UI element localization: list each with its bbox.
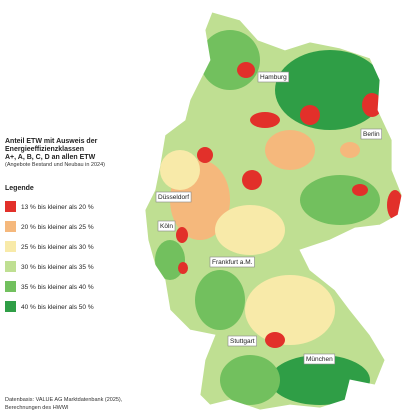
city-label: Düsseldorf [158, 194, 189, 201]
city-box [257, 71, 290, 83]
city-label: Berlin [363, 131, 380, 138]
title-line: Energieeffizienzklassen [5, 146, 84, 153]
subtitle: (Angebote Bestand und Neubau in 2024) [5, 162, 105, 168]
city-label: Frankfurt a.M. [212, 259, 253, 266]
border [144, 11, 403, 411]
city-label: Stuttgart [230, 338, 255, 345]
legend-title: Legende [5, 185, 34, 192]
city-box [303, 353, 336, 365]
title-line: A+, A, B, C, D an allen ETW [5, 154, 96, 161]
legend-label: 35 % bis kleiner als 40 % [21, 284, 94, 291]
legend-label: 20 % bis kleiner als 25 % [21, 224, 94, 231]
legend-label: 30 % bis kleiner als 35 % [21, 264, 94, 271]
legend-swatch [5, 221, 16, 232]
source: Berechnungen des HWWI [5, 405, 69, 411]
source: Datenbasis: VALUE AG Marktdatenbank (202… [5, 397, 123, 403]
city-box [227, 335, 257, 347]
city-label: Hamburg [260, 74, 287, 81]
legend-swatch [5, 281, 16, 292]
city-box [360, 128, 382, 140]
city-box [209, 256, 255, 268]
city-box [155, 191, 192, 203]
title-line: Anteil ETW mit Ausweis der [5, 138, 98, 145]
germany-map [145, 12, 402, 410]
legend-swatch [5, 241, 16, 252]
legend-label: 25 % bis kleiner als 30 % [21, 244, 94, 251]
city-label: Köln [160, 223, 173, 230]
legend-swatch [5, 201, 16, 212]
legend-label: 13 % bis kleiner als 20 % [21, 204, 94, 211]
city-box [157, 220, 176, 232]
city-label: München [306, 356, 333, 363]
legend-swatch [5, 261, 16, 272]
legend-swatch [5, 301, 16, 312]
legend-label: 40 % bis kleiner als 50 % [21, 304, 94, 311]
city-labels: Hamburg Berlin Düsseldorf Köln Frankfurt a.M… [155, 71, 382, 365]
legend: 13 % bis kleiner als 20 % 20 % bis kleine… [5, 201, 94, 312]
